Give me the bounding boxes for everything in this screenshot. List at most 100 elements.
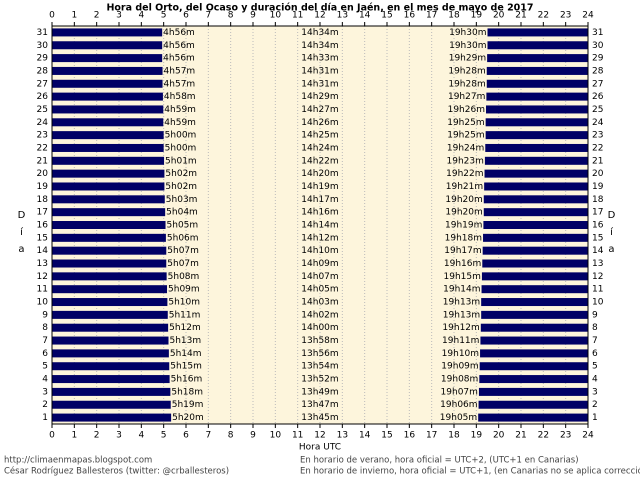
sunrise-label: 5h02m (165, 182, 197, 192)
daylength-label: 14h34m (301, 41, 338, 51)
daylength-label: 14h00m (301, 323, 338, 333)
daylength-label: 14h20m (301, 169, 338, 179)
x-tick-label: 24 (582, 11, 594, 21)
night-bar (478, 400, 588, 409)
x-tick-label: 3 (116, 431, 122, 441)
x-tick-label: 9 (250, 431, 256, 441)
y-tick-label: 22 (37, 143, 48, 153)
night-bar (52, 143, 164, 152)
y-tick-label: 14 (592, 246, 604, 256)
night-bar (481, 272, 588, 281)
night-bar (480, 336, 588, 345)
night-bar (483, 195, 588, 204)
y-tick-label: 5 (592, 362, 598, 372)
night-bar (52, 92, 163, 101)
y-tick-label: 17 (37, 208, 48, 218)
x-tick-label: 10 (270, 431, 282, 441)
x-tick-label: 18 (448, 11, 460, 21)
y-tick-label: 18 (592, 195, 604, 205)
night-bar (52, 79, 163, 88)
y-tick-label: 21 (592, 156, 603, 166)
x-tick-label: 11 (292, 431, 303, 441)
y-tick-label: 10 (37, 298, 49, 308)
night-bar (52, 156, 165, 165)
daylength-label: 14h34m (301, 28, 338, 38)
night-bar (484, 156, 588, 165)
sunrise-label: 5h02m (165, 169, 197, 179)
sunset-label: 19h22m (446, 169, 483, 179)
daylength-label: 14h14m (301, 221, 338, 231)
x-tick-label: 8 (228, 431, 234, 441)
daylength-label: 14h31m (301, 79, 338, 89)
sunset-label: 19h07m (441, 387, 478, 397)
footer-author: César Rodríguez Ballesteros (twitter: @c… (4, 466, 229, 477)
y-tick-label: 25 (37, 105, 48, 115)
sunrise-label: 4h58m (164, 92, 196, 102)
night-bar (52, 182, 165, 191)
sunrise-label: 4h56m (163, 28, 195, 38)
night-bar (52, 375, 170, 384)
footer-url: http://climaenmapas.blogspot.com (4, 456, 152, 466)
sunset-label: 19h06m (440, 400, 477, 410)
chart-title: Hora del Orto, del Ocaso y duración del … (106, 3, 533, 14)
sunrise-label: 5h11m (169, 310, 201, 320)
y-tick-label: 6 (592, 349, 598, 359)
sunrise-label: 5h19m (172, 400, 204, 410)
daylength-label: 13h47m (301, 400, 338, 410)
x-tick-label: 0 (49, 11, 55, 21)
y-tick-label: 10 (592, 298, 604, 308)
sunrise-label: 5h20m (172, 413, 204, 423)
sunset-label: 19h26m (448, 105, 485, 115)
y-tick-label: 27 (592, 79, 603, 89)
sunrise-label: 4h59m (164, 118, 196, 128)
y-tick-label: 7 (42, 336, 48, 346)
night-bar (52, 413, 172, 422)
night-bar (52, 349, 169, 358)
night-bar (52, 118, 164, 127)
daylength-label: 14h05m (301, 285, 338, 295)
x-tick-label: 21 (515, 11, 526, 21)
sunrise-label: 5h09m (168, 285, 200, 295)
sunset-label: 19h21m (446, 182, 483, 192)
daylength-label: 13h58m (301, 336, 338, 346)
x-tick-label: 22 (538, 431, 549, 441)
sunrise-label: 5h00m (165, 143, 197, 153)
sunset-label: 19h20m (445, 208, 482, 218)
daylength-label: 14h19m (301, 182, 338, 192)
daylength-label: 14h10m (301, 246, 338, 256)
night-bar (478, 387, 588, 396)
night-bar (52, 336, 169, 345)
x-tick-label: 12 (314, 11, 325, 21)
x-tick-label: 11 (292, 11, 303, 21)
y-tick-label: 8 (42, 323, 48, 333)
night-bar (52, 246, 167, 255)
night-bar (52, 323, 169, 332)
y-tick-label: 31 (37, 28, 48, 38)
x-tick-label: 2 (94, 11, 100, 21)
y-tick-label: 26 (37, 92, 49, 102)
y-tick-label: 28 (592, 66, 604, 76)
y-tick-label: 9 (592, 310, 598, 320)
y-tick-label: 19 (592, 182, 604, 192)
y-tick-label: 5 (42, 362, 48, 372)
sunset-label: 19h10m (442, 349, 479, 359)
sunrise-label: 5h12m (169, 323, 201, 333)
y-tick-label: 13 (37, 259, 48, 269)
sunset-label: 19h09m (441, 362, 478, 372)
y-tick-label: 28 (37, 66, 49, 76)
x-tick-label: 9 (250, 11, 256, 21)
sunset-label: 19h30m (449, 28, 486, 38)
sunset-label: 19h18m (445, 233, 482, 243)
x-tick-label: 3 (116, 11, 122, 21)
daylength-label: 14h33m (301, 54, 338, 64)
x-tick-label: 18 (448, 431, 460, 441)
night-bar (485, 118, 588, 127)
sunset-label: 19h13m (443, 310, 480, 320)
sunrise-label: 4h57m (164, 66, 196, 76)
x-tick-label: 15 (381, 431, 392, 441)
y-tick-label: 2 (42, 400, 48, 410)
night-bar (52, 259, 167, 268)
x-tick-label: 24 (582, 431, 594, 441)
night-bar (52, 105, 164, 114)
daylength-label: 14h12m (301, 233, 338, 243)
